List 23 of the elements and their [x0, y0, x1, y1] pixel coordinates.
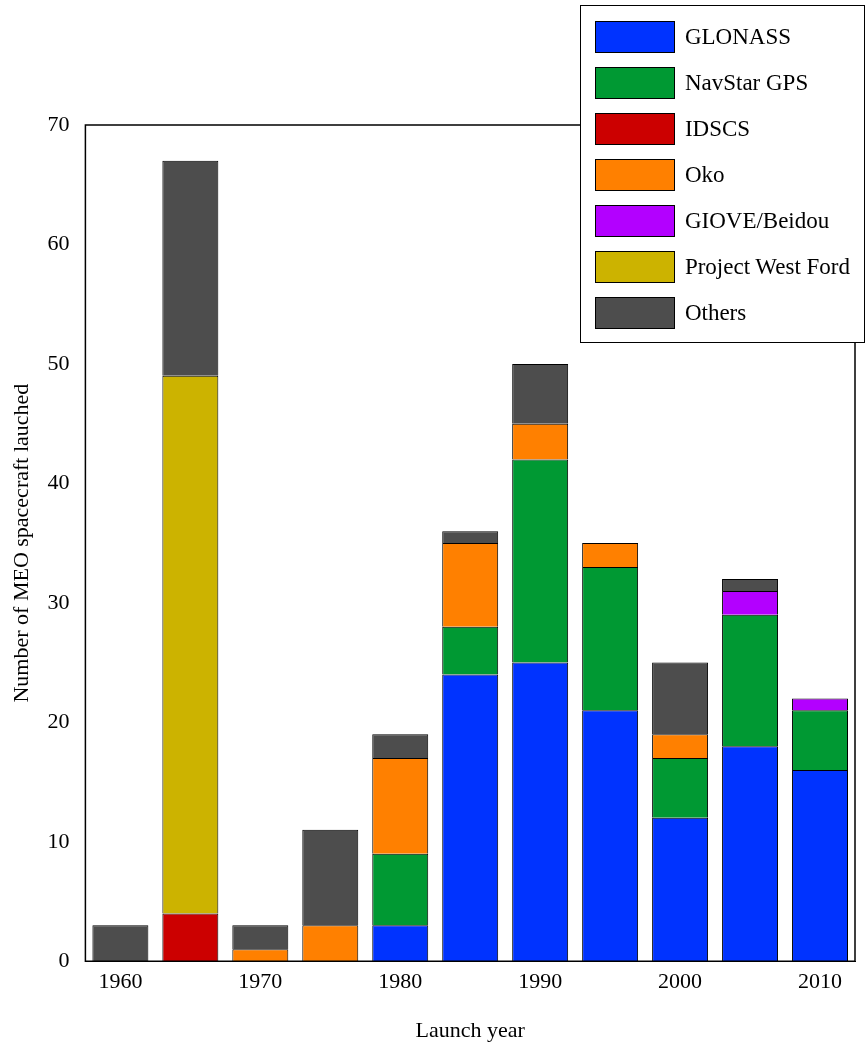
y-tick-label: 70 — [47, 110, 70, 136]
y-tick-label: 60 — [47, 230, 70, 256]
y-tick-label: 40 — [47, 469, 70, 495]
x-tick-label: 2000 — [658, 968, 703, 994]
x-tick-label: 1970 — [238, 968, 283, 994]
legend-label: Others — [684, 300, 747, 326]
legend-label: NavStar GPS — [684, 70, 809, 96]
x-tick-label: 1980 — [378, 968, 423, 994]
y-tick-label: 10 — [47, 827, 70, 853]
x-tick-label: 2010 — [798, 968, 843, 994]
legend-label: GLONASS — [684, 24, 791, 50]
legend-label: Project West Ford — [684, 254, 850, 280]
y-tick-label: 0 — [58, 946, 70, 972]
y-axis-title: Number of MEO spacecraft lauched — [7, 383, 33, 703]
x-tick-label: 1960 — [98, 968, 143, 994]
legend-label: IDSCS — [684, 116, 751, 142]
x-axis-title: Launch year — [415, 1016, 526, 1042]
x-tick-label: 1990 — [518, 968, 563, 994]
y-tick-label: 50 — [47, 349, 70, 375]
legend-label: GIOVE/Beidou — [684, 208, 830, 234]
legend-label: Oko — [684, 162, 725, 188]
y-tick-label: 30 — [47, 588, 70, 614]
y-tick-label: 20 — [47, 708, 70, 734]
